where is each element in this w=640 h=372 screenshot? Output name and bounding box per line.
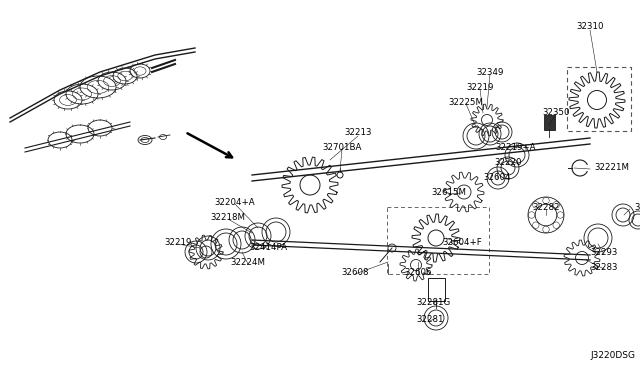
- Text: 32281G: 32281G: [417, 298, 451, 307]
- Text: 32414PA: 32414PA: [249, 243, 287, 252]
- Text: 32221M: 32221M: [594, 163, 629, 172]
- Text: 32604+F: 32604+F: [442, 238, 482, 247]
- Text: 32350: 32350: [542, 108, 570, 117]
- Text: 32204+A: 32204+A: [214, 198, 255, 207]
- Text: 32608: 32608: [341, 268, 369, 277]
- Text: 32219+A: 32219+A: [496, 143, 536, 152]
- Text: 32604: 32604: [483, 173, 511, 182]
- Text: 32225M: 32225M: [449, 98, 483, 107]
- Text: 32310: 32310: [576, 22, 604, 31]
- Text: 32282: 32282: [532, 203, 560, 212]
- Text: 32213: 32213: [344, 128, 372, 137]
- Text: 32701BA: 32701BA: [323, 143, 362, 152]
- Text: 32219: 32219: [467, 83, 493, 92]
- Text: 32283: 32283: [590, 263, 618, 272]
- Text: 32219: 32219: [164, 238, 192, 247]
- Text: 32218M: 32218M: [211, 213, 246, 222]
- FancyBboxPatch shape: [543, 115, 554, 129]
- Text: 32287: 32287: [634, 203, 640, 212]
- Text: 32293: 32293: [590, 248, 618, 257]
- Text: 32349: 32349: [476, 68, 504, 77]
- Text: 32224M: 32224M: [230, 258, 266, 267]
- Text: 32606: 32606: [404, 268, 432, 277]
- Text: 32220: 32220: [494, 158, 522, 167]
- Text: 32281: 32281: [416, 315, 444, 324]
- Text: 32615M: 32615M: [431, 188, 467, 197]
- Text: J3220DSG: J3220DSG: [590, 351, 635, 360]
